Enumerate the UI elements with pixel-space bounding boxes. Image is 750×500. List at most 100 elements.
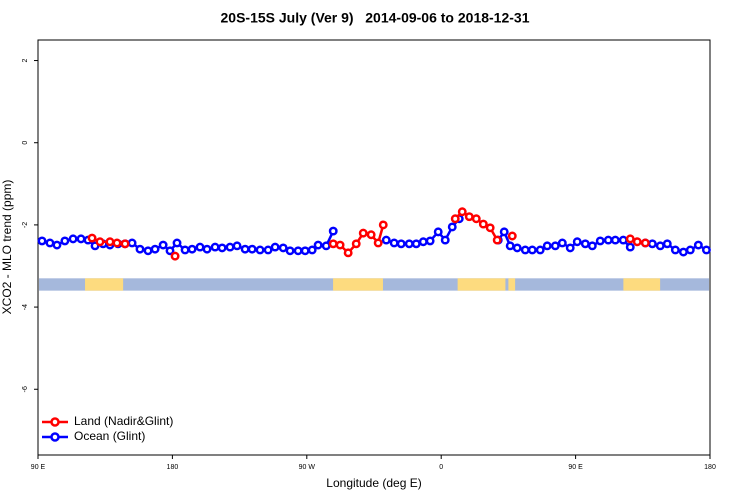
data-point: [217, 243, 227, 253]
data-point: [640, 238, 650, 248]
data-point: [87, 233, 97, 243]
data-point: [321, 241, 331, 251]
chart-title: 20S-15S July (Ver 9) 2014-09-06 to 2018-…: [221, 10, 530, 26]
data-point: [195, 242, 205, 252]
data-point: [95, 237, 105, 247]
x-tick-label: 180: [167, 464, 179, 471]
data-point: [143, 246, 153, 256]
data-point: [447, 222, 457, 232]
data-point: [625, 242, 635, 252]
legend-marker: [50, 432, 60, 442]
data-point: [381, 235, 391, 245]
data-point: [457, 207, 467, 217]
data-point: [378, 220, 388, 230]
data-point: [565, 243, 575, 253]
legend-marker: [50, 417, 60, 427]
data-point: [618, 235, 628, 245]
data-point: [411, 239, 421, 249]
data-point: [632, 237, 642, 247]
x-tick-label: 90 E: [31, 464, 46, 471]
data-point: [655, 241, 665, 251]
data-point: [499, 227, 509, 237]
data-point: [135, 244, 145, 254]
data-point: [127, 238, 137, 248]
data-point: [425, 236, 435, 246]
data-point: [678, 247, 688, 257]
data-point: [328, 239, 338, 249]
y-tick-label: 2: [22, 58, 29, 62]
y-tick-label: -2: [22, 222, 29, 228]
x-tick-label: 90 E: [568, 464, 583, 471]
data-point: [150, 244, 160, 254]
data-point: [580, 239, 590, 249]
y-axis-label: XCO2 - MLO trend (ppm): [0, 180, 14, 315]
data-point: [313, 240, 323, 250]
y-tick-label: 0: [22, 141, 29, 145]
data-point: [307, 245, 317, 255]
data-point: [662, 239, 672, 249]
data-point: [440, 235, 450, 245]
land-band: [457, 278, 506, 291]
data-point: [542, 241, 552, 251]
data-point: [232, 241, 242, 251]
data-point: [225, 242, 235, 252]
data-point: [278, 243, 288, 253]
data-point: [464, 212, 474, 222]
data-point: [507, 231, 517, 241]
data-point: [512, 243, 522, 253]
data-point: [60, 236, 70, 246]
data-point: [52, 240, 62, 250]
data-point: [343, 248, 353, 258]
data-point: [240, 244, 250, 254]
data-point: [247, 244, 257, 254]
data-point: [270, 242, 280, 252]
data-point: [210, 242, 220, 252]
data-point: [471, 214, 481, 224]
data-point: [557, 238, 567, 248]
data-point: [255, 245, 265, 255]
data-point: [45, 238, 55, 248]
x-tick-label: 0: [439, 464, 443, 471]
data-point: [285, 246, 295, 256]
x-axis-label: Longitude (deg E): [326, 476, 421, 490]
data-point: [37, 236, 47, 246]
data-point: [263, 245, 273, 255]
data-point: [358, 228, 368, 238]
land-band: [333, 278, 383, 291]
x-tick-label: 90 W: [299, 464, 316, 471]
y-tick-label: -6: [22, 386, 29, 392]
data-point: [187, 244, 197, 254]
data-point: [485, 223, 495, 233]
land-band: [508, 278, 516, 291]
data-point: [610, 235, 620, 245]
data-point: [505, 241, 515, 251]
data-point: [396, 239, 406, 249]
data-point: [366, 230, 376, 240]
data-point: [527, 245, 537, 255]
data-point: [120, 239, 130, 249]
data-point: [300, 246, 310, 256]
data-point: [492, 235, 502, 245]
data-point: [587, 241, 597, 251]
data-point: [701, 245, 711, 255]
land-band: [623, 278, 661, 291]
data-point: [520, 245, 530, 255]
data-point: [328, 226, 338, 236]
data-point: [172, 238, 182, 248]
data-point: [535, 245, 545, 255]
data-point: [105, 237, 115, 247]
data-point: [389, 238, 399, 248]
data-point: [418, 237, 428, 247]
data-point: [335, 240, 345, 250]
data-point: [450, 214, 460, 224]
data-point: [170, 251, 180, 261]
data-point: [373, 238, 383, 248]
data-point: [293, 246, 303, 256]
data-point: [158, 240, 168, 250]
data-point: [68, 234, 78, 244]
y-tick-label: -4: [22, 304, 29, 310]
legend-label: Land (Nadir&Glint): [74, 414, 173, 428]
data-point: [670, 245, 680, 255]
data-point: [693, 240, 703, 250]
